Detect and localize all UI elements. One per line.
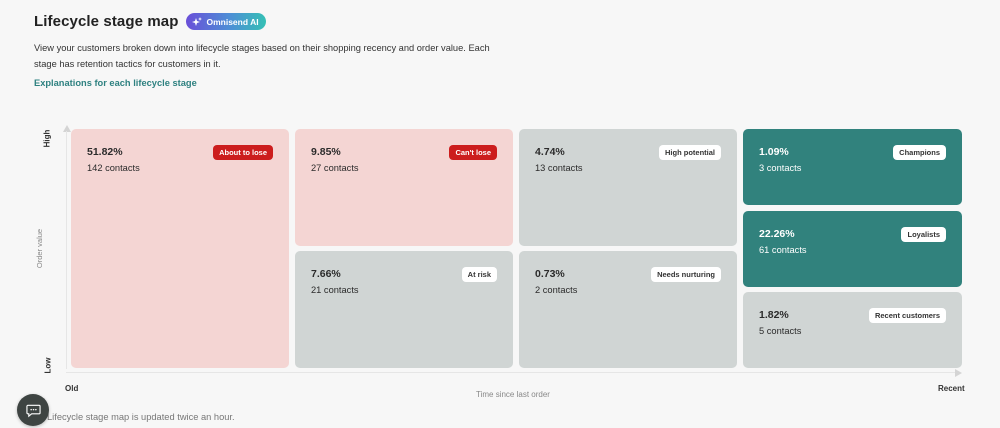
stage-tag: Can't lose <box>449 145 497 160</box>
stage-tag: Needs nurturing <box>651 267 721 282</box>
stage-cant-lose[interactable]: 9.85% 27 contacts Can't lose <box>295 129 513 246</box>
stage-tag: Champions <box>893 145 946 160</box>
page-header: Lifecycle stage map Omnisend AI <box>34 13 266 30</box>
badge-label: Omnisend AI <box>206 16 259 27</box>
stage-about-to-lose[interactable]: 51.82% 142 contacts About to lose <box>71 129 289 368</box>
x-axis-old-label: Old <box>65 384 79 393</box>
y-axis-title: Order value <box>35 228 45 269</box>
y-axis-high-label: High <box>42 129 52 148</box>
stage-high-potential[interactable]: 4.74% 13 contacts High potential <box>519 129 737 246</box>
stage-contacts: 3 contacts <box>759 163 802 173</box>
stage-contacts: 13 contacts <box>535 163 583 173</box>
stage-percent: 1.82% <box>759 309 789 321</box>
stage-contacts: 2 contacts <box>535 285 578 295</box>
stage-at-risk[interactable]: 7.66% 21 contacts At risk <box>295 251 513 368</box>
y-axis-line <box>66 131 67 369</box>
stage-champions[interactable]: 1.09% 3 contacts Champions <box>743 129 962 205</box>
stage-recent-customers[interactable]: 1.82% 5 contacts Recent customers <box>743 292 962 368</box>
x-axis-recent-label: Recent <box>938 384 965 393</box>
sparkle-icon <box>192 16 203 26</box>
chat-button[interactable] <box>17 394 49 426</box>
stage-contacts: 21 contacts <box>311 285 359 295</box>
x-axis-title: Time since last order <box>476 390 550 399</box>
stage-percent: 1.09% <box>759 146 789 158</box>
omnisend-ai-badge: Omnisend AI <box>186 13 266 30</box>
explanations-link[interactable]: Explanations for each lifecycle stage <box>34 78 197 88</box>
y-axis-low-label: Low <box>43 357 53 374</box>
stage-tag: At risk <box>461 267 497 282</box>
stage-tag: About to lose <box>213 145 273 160</box>
stage-percent: 4.74% <box>535 146 565 158</box>
stage-tag: Loyalists <box>901 227 946 242</box>
stage-contacts: 61 contacts <box>759 245 807 255</box>
update-frequency-note: Lifecycle stage map is updated twice an … <box>47 412 235 422</box>
stage-loyalists[interactable]: 22.26% 61 contacts Loyalists <box>743 211 962 287</box>
page-title: Lifecycle stage map <box>34 13 179 30</box>
y-axis-arrow <box>62 125 71 132</box>
x-axis-line <box>66 372 955 373</box>
stage-percent: 0.73% <box>535 268 565 280</box>
stage-percent: 51.82% <box>87 146 123 158</box>
stage-tag: Recent customers <box>868 308 946 323</box>
stage-tag: High potential <box>659 145 721 160</box>
page-description: View your customers broken down into lif… <box>34 43 490 69</box>
chat-bubble-icon <box>25 404 41 417</box>
stage-contacts: 27 contacts <box>311 163 359 173</box>
stage-percent: 22.26% <box>759 228 795 240</box>
stage-contacts: 142 contacts <box>87 163 140 173</box>
stage-contacts: 5 contacts <box>759 326 802 336</box>
stage-percent: 9.85% <box>311 146 341 158</box>
x-axis-arrow <box>955 368 962 377</box>
stage-percent: 7.66% <box>311 268 341 280</box>
stage-needs-nurturing[interactable]: 0.73% 2 contacts Needs nurturing <box>519 251 737 368</box>
